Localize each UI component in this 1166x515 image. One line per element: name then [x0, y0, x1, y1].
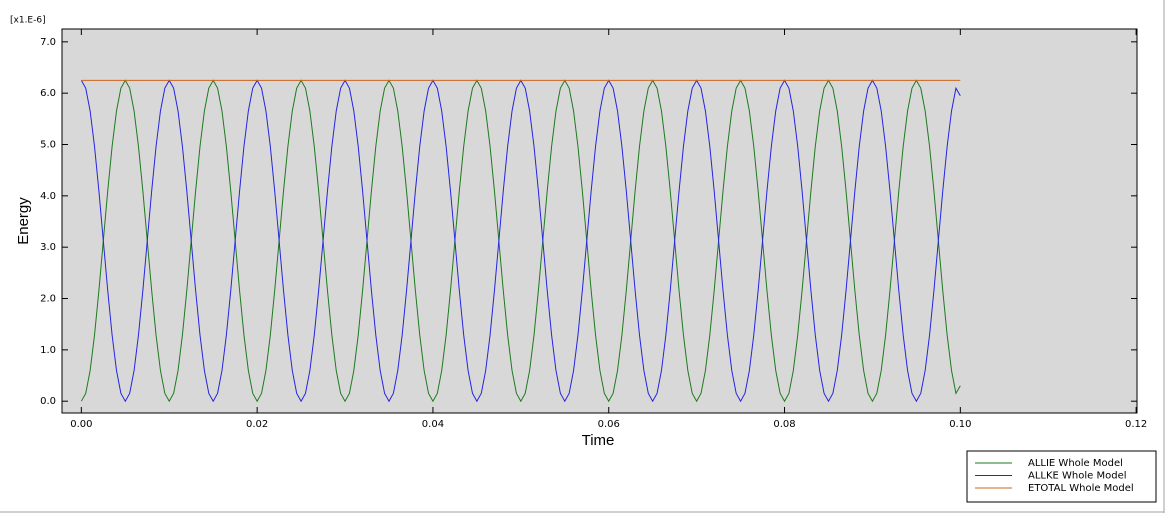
scale-label: [x1.E-6] [10, 16, 46, 26]
x-tick-label: 0.12 [1125, 419, 1147, 430]
series-line [80, 79, 961, 403]
y-tick-label: 7.0 [40, 37, 56, 48]
x-tick-label: 0.04 [422, 419, 444, 430]
plot-area [61, 28, 1138, 414]
x-tick-label: 0.10 [949, 419, 971, 430]
y-tick-label: 4.0 [40, 191, 56, 202]
x-tick-label: 0.06 [598, 419, 620, 430]
y-axis-title: Energy [15, 197, 32, 245]
y-tick-label: 5.0 [40, 140, 56, 151]
x-tick-label: 0.00 [70, 419, 92, 430]
y-tick-label: 6.0 [40, 88, 56, 99]
x-tick-label: 0.02 [246, 419, 268, 430]
y-tick-label: 2.0 [40, 294, 56, 305]
legend-label: ALLKE Whole Model [1028, 471, 1127, 482]
legend [966, 450, 1157, 503]
x-tick-label: 0.08 [773, 419, 795, 430]
y-tick-label: 3.0 [40, 242, 56, 253]
legend-label: ALLIE Whole Model [1028, 458, 1123, 469]
y-tick-label: 1.0 [40, 345, 56, 356]
x-axis-title: Time [582, 432, 615, 449]
legend-label: ETOTAL Whole Model [1028, 483, 1134, 494]
y-tick-label: 0.0 [40, 396, 56, 407]
